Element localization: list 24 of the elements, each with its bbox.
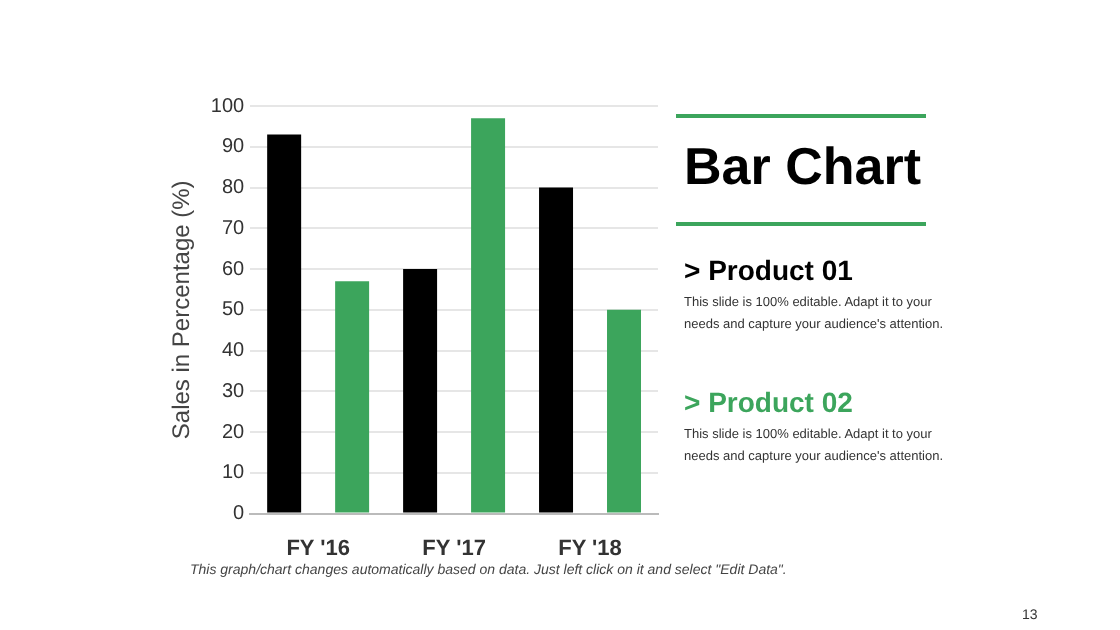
series-label: > Product 02 [684,386,855,418]
bar [267,134,302,513]
y-tick-label: 100 [210,95,246,118]
y-tick-label: 80 [221,177,246,200]
y-tick-label: 90 [221,136,246,159]
y-tick-label: 40 [221,340,246,363]
bar [403,269,438,513]
bar [607,309,642,513]
y-tick-label: 30 [221,380,246,403]
y-tick-label: 20 [221,421,246,444]
text: > Product 01 [684,254,855,286]
x-tick-label: FY '18 [558,536,622,561]
y-tick-label: 60 [221,258,246,281]
x-tick-label: FY '16 [286,536,350,561]
y-tick-label: 70 [221,217,246,240]
y-tick-label: 0 [233,503,246,526]
text: Bar Chart [684,136,921,198]
x-tick-label: FY '17 [422,536,486,561]
y-axis-title: Sales in Percentage (%) [167,180,196,440]
bar [335,281,370,513]
bar [471,118,506,513]
bar [539,187,574,513]
y-tick-label: 10 [221,462,246,485]
y-tick-label: 50 [221,299,246,322]
